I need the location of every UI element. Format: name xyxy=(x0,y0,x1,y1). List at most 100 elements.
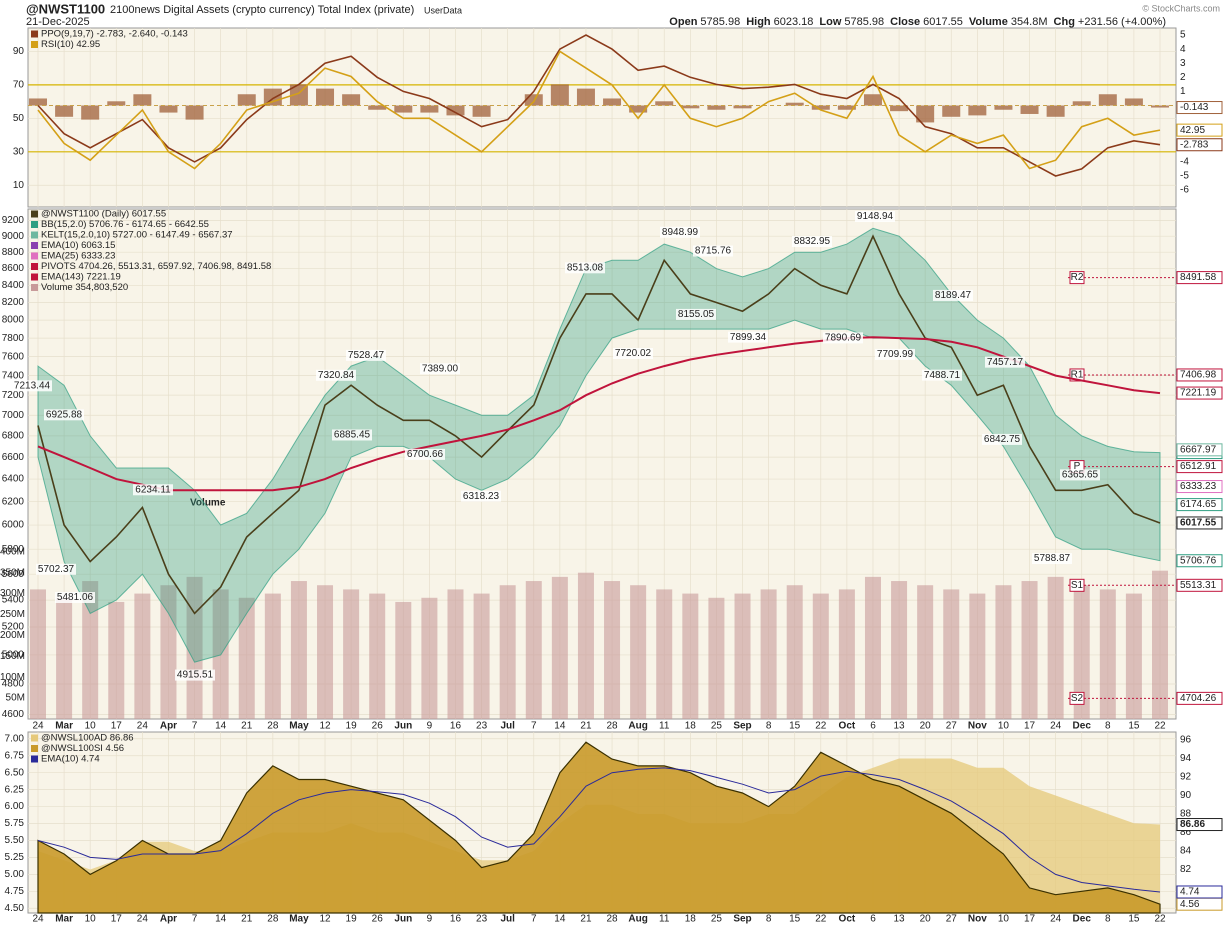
ppo-histogram-bar xyxy=(133,94,152,106)
quote-value: 6017.55 xyxy=(923,16,963,28)
value-box-label: -0.143 xyxy=(1180,102,1209,113)
annotation-bg xyxy=(316,369,356,381)
quote-label: Close xyxy=(890,16,920,28)
legend-entry: @NWSL100SI 4.56 xyxy=(41,743,124,754)
x-tick-label: 24 xyxy=(32,914,44,925)
quote-value: 354.8M xyxy=(1011,16,1048,28)
ppo-histogram-bar xyxy=(342,94,361,106)
index-name: 2100news Digital Assets (crypto currency… xyxy=(110,4,414,16)
price-annotation: 6885.45 xyxy=(334,430,371,441)
ppo-histogram-bar xyxy=(550,84,569,106)
y-tick-label: -4 xyxy=(1180,157,1189,168)
y-tick-label: 5200 xyxy=(2,622,25,633)
ppo-histogram-bar xyxy=(1020,105,1039,114)
x-tick-label: 26 xyxy=(372,914,384,925)
y-tick-label: 5000 xyxy=(2,650,25,661)
ppo-histogram-bar xyxy=(863,94,882,106)
value-box-label: 6667.97 xyxy=(1180,444,1217,455)
value-box xyxy=(1176,460,1223,474)
legend-entry: RSI(10) 42.95 xyxy=(41,39,100,50)
price-annotation: 8513.08 xyxy=(567,262,604,273)
x-tick-label: Apr xyxy=(160,721,177,732)
y-tick-label: 7600 xyxy=(2,351,25,362)
volume-bar xyxy=(1152,570,1168,719)
annotation-bg xyxy=(985,356,1025,368)
price-annotation: 5788.87 xyxy=(1034,553,1071,564)
ppo-histogram-bar xyxy=(29,98,47,106)
volume-tick-label: 400M xyxy=(0,546,25,557)
volume-bar xyxy=(734,593,751,719)
x-tick-label: 14 xyxy=(215,721,227,732)
y-tick-label: 4600 xyxy=(2,709,25,720)
volume-bar xyxy=(421,597,438,719)
x-tick-label: 24 xyxy=(1050,914,1062,925)
annotation-bg xyxy=(175,669,215,681)
y-tick-label: -6 xyxy=(1180,185,1189,196)
quote-value: 5785.98 xyxy=(700,16,740,28)
ppo-histogram-bar xyxy=(811,105,830,110)
y-tick-label: 30 xyxy=(13,146,25,157)
value-box xyxy=(1176,101,1223,115)
price-annotation: 6700.66 xyxy=(407,449,444,460)
volume-bar xyxy=(238,597,255,719)
ppo-histogram-bar xyxy=(655,101,674,106)
quote-value: 6023.18 xyxy=(774,16,814,28)
x-tick-label: 8 xyxy=(766,914,772,925)
legend-swatch xyxy=(31,210,38,218)
annotation-bg xyxy=(823,332,863,344)
x-tick-label: 24 xyxy=(137,721,149,732)
volume-bar xyxy=(264,593,281,719)
value-box-label: 4.74 xyxy=(1180,887,1200,898)
annotation-bg xyxy=(55,591,95,603)
x-tick-label: 8 xyxy=(766,721,772,732)
y-tick-label: 6400 xyxy=(2,474,25,485)
ppo-histogram-bar xyxy=(368,105,387,110)
legend-entry: EMA(10) 4.74 xyxy=(41,754,100,765)
volume-bar xyxy=(604,581,621,719)
y-tick-label: 70 xyxy=(13,80,25,91)
volume-bar xyxy=(56,597,73,719)
ppo-histogram-bar xyxy=(733,105,752,109)
x-tick-label: 14 xyxy=(554,914,566,925)
value-box-label: 5513.31 xyxy=(1180,580,1217,591)
y-tick-label: 7200 xyxy=(2,390,25,401)
ppo-histogram-bar xyxy=(237,94,256,106)
quote-label: Low xyxy=(819,16,841,28)
price-annotation: 8155.05 xyxy=(678,309,715,320)
x-tick-label: Nov xyxy=(968,914,987,925)
x-tick-label: Mar xyxy=(55,914,73,925)
ppo-histogram-bar xyxy=(837,105,856,110)
ppo-histogram-bar xyxy=(394,105,413,113)
legend-swatch xyxy=(31,221,38,228)
x-tick-label: 7 xyxy=(192,914,198,925)
x-tick-label: 28 xyxy=(606,914,618,925)
annotation-bg xyxy=(420,363,460,375)
value-box xyxy=(1176,691,1223,705)
volume-bar xyxy=(656,589,673,719)
x-tick-label: 28 xyxy=(606,721,618,732)
legend-swatch xyxy=(31,755,38,763)
annotation-bg xyxy=(613,347,653,359)
volume-bar xyxy=(343,589,360,719)
value-box xyxy=(1176,554,1223,568)
x-tick-label: 21 xyxy=(580,914,592,925)
x-tick-label: 8 xyxy=(1105,914,1111,925)
ppo-histogram-bar xyxy=(55,105,74,117)
ppo-histogram-bar xyxy=(994,105,1013,110)
y-tick-label: 7000 xyxy=(2,410,25,421)
y-tick-label: 5.75 xyxy=(5,818,25,829)
ppo-histogram-bar xyxy=(107,101,126,106)
annotation-bg xyxy=(792,236,832,248)
value-box-label: -2.783 xyxy=(1180,139,1209,150)
ppo-histogram-bar xyxy=(681,105,700,109)
quote-label: Chg xyxy=(1054,16,1075,28)
y-tick-label: 92 xyxy=(1180,772,1192,783)
value-box xyxy=(1176,443,1223,457)
x-tick-label: 28 xyxy=(267,721,279,732)
y-tick-label: 90 xyxy=(1180,790,1192,801)
x-tick-label: 6 xyxy=(870,914,876,925)
volume-bar xyxy=(1073,585,1090,719)
legend-entry: EMA(25) 6333.23 xyxy=(41,251,115,262)
ppo-histogram-bar xyxy=(1151,105,1169,108)
y-tick-label: -5 xyxy=(1180,171,1189,182)
